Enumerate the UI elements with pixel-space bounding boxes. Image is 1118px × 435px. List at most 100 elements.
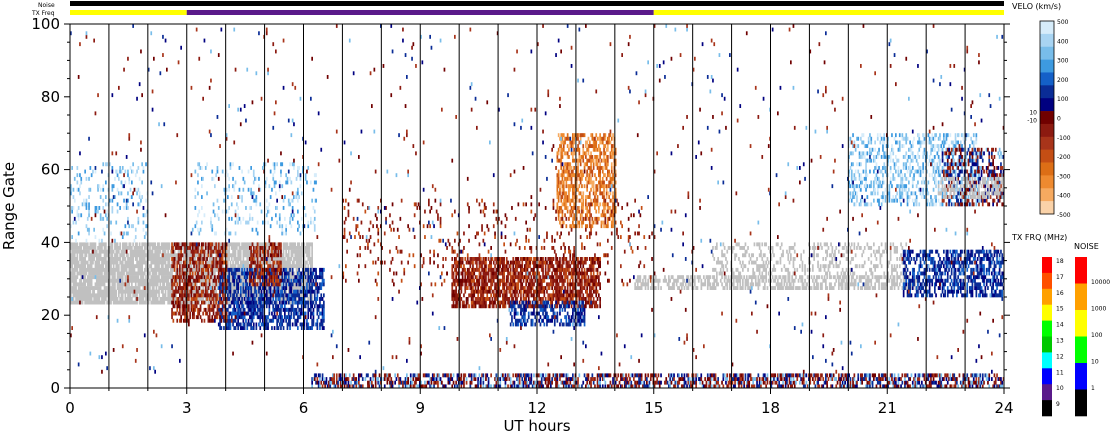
range-gate-cell — [169, 289, 172, 294]
range-gate-cell — [199, 286, 202, 290]
range-gate-cell — [311, 282, 313, 287]
range-gate-cell — [177, 246, 180, 250]
range-gate-cell — [171, 267, 173, 272]
range-gate-cell — [459, 297, 461, 301]
range-gate-cell — [70, 300, 72, 305]
range-gate-cell — [169, 249, 172, 254]
range-gate-cell — [98, 246, 101, 250]
range-gate-cell — [176, 307, 179, 312]
range-gate-cell — [151, 253, 154, 258]
range-gate-cell — [463, 293, 465, 298]
range-gate-cell — [150, 275, 153, 280]
range-gate-cell — [111, 293, 114, 298]
range-gate-cell — [485, 289, 487, 294]
range-gate-cell — [112, 293, 115, 298]
range-gate-cell — [228, 278, 230, 283]
range-gate-cell — [486, 271, 489, 276]
range-gate-cell — [294, 257, 297, 261]
range-gate-cell — [229, 304, 232, 309]
range-gate-cell — [97, 271, 99, 276]
range-gate-cell — [249, 297, 251, 301]
range-gate-cell — [271, 278, 273, 283]
range-gate-cell — [247, 293, 250, 298]
range-gate-cell — [278, 213, 281, 218]
range-gate-cell — [119, 271, 121, 276]
range-gate-cell — [250, 271, 252, 276]
range-gate-cell — [212, 286, 215, 290]
range-gate-cell — [225, 271, 228, 276]
range-gate-cell — [118, 176, 120, 181]
range-gate-cell — [289, 318, 291, 323]
range-gate-cell — [150, 267, 153, 272]
range-gate-cell — [198, 278, 201, 283]
range-gate-cell — [194, 271, 197, 276]
range-gate-cell — [225, 289, 228, 294]
range-gate-cell — [225, 253, 228, 258]
range-gate-cell — [120, 282, 123, 287]
range-gate-cell — [94, 206, 97, 210]
range-gate-cell — [299, 231, 302, 236]
range-gate-cell — [204, 260, 207, 265]
range-gate-cell — [478, 289, 481, 294]
range-gate-cell — [75, 297, 77, 301]
range-gate-cell — [265, 289, 268, 294]
range-gate-cell — [175, 275, 177, 280]
range-gate-cell — [72, 282, 75, 287]
range-gate-cell — [293, 246, 295, 250]
range-gate-cell — [76, 275, 79, 280]
range-gate-cell — [289, 264, 291, 269]
range-gate-cell — [252, 304, 255, 309]
range-gate-cell — [86, 278, 89, 283]
range-gate-cell — [211, 249, 214, 254]
range-gate-cell — [101, 282, 103, 287]
range-gate-cell — [140, 271, 142, 276]
range-gate-cell — [295, 246, 298, 250]
range-gate-cell — [278, 220, 281, 225]
range-gate-cell — [291, 289, 294, 294]
range-gate-cell — [297, 264, 299, 269]
range-gate-cell — [280, 304, 282, 309]
range-gate-cell — [465, 304, 468, 309]
range-gate-cell — [297, 293, 299, 298]
range-gate-cell — [251, 311, 254, 316]
range-gate-cell — [203, 264, 206, 269]
range-gate-cell — [180, 300, 182, 305]
range-gate-cell — [121, 166, 124, 170]
range-gate-cell — [281, 297, 284, 301]
range-gate-cell — [88, 289, 90, 294]
range-gate-cell — [298, 253, 300, 258]
range-gate-cell — [142, 166, 145, 170]
range-gate-cell — [75, 242, 77, 247]
range-gate-cell — [145, 293, 147, 298]
range-gate-cell — [454, 278, 456, 283]
range-gate-cell — [271, 311, 273, 316]
range-gate-cell — [190, 282, 193, 287]
range-gate-cell — [256, 297, 259, 301]
range-gate-cell — [204, 293, 207, 298]
range-gate-cell — [294, 242, 297, 247]
range-gate-cell — [271, 249, 273, 254]
range-gate-cell — [203, 293, 206, 298]
range-gate-cell — [140, 267, 142, 272]
range-gate-cell — [202, 278, 204, 283]
range-gate-cell — [141, 289, 143, 294]
range-gate-cell — [169, 300, 172, 305]
range-gate-cell — [265, 260, 268, 265]
range-gate-cell — [79, 282, 81, 287]
range-gate-cell — [217, 253, 220, 258]
range-gate-cell — [319, 311, 321, 316]
range-gate-cell — [172, 242, 175, 247]
range-gate-cell — [264, 278, 267, 283]
range-gate-cell — [477, 282, 479, 287]
range-gate-cell — [284, 293, 286, 298]
range-gate-cell — [295, 311, 298, 316]
range-gate-cell — [306, 282, 308, 287]
range-gate-cell — [238, 166, 241, 170]
range-gate-cell — [258, 297, 260, 301]
range-gate-cell — [250, 187, 252, 192]
range-gate-cell — [220, 257, 223, 261]
range-gate-cell — [81, 253, 84, 258]
range-gate-cell — [216, 169, 219, 174]
range-gate-cell — [249, 216, 251, 221]
range-gate-cell — [215, 253, 217, 258]
